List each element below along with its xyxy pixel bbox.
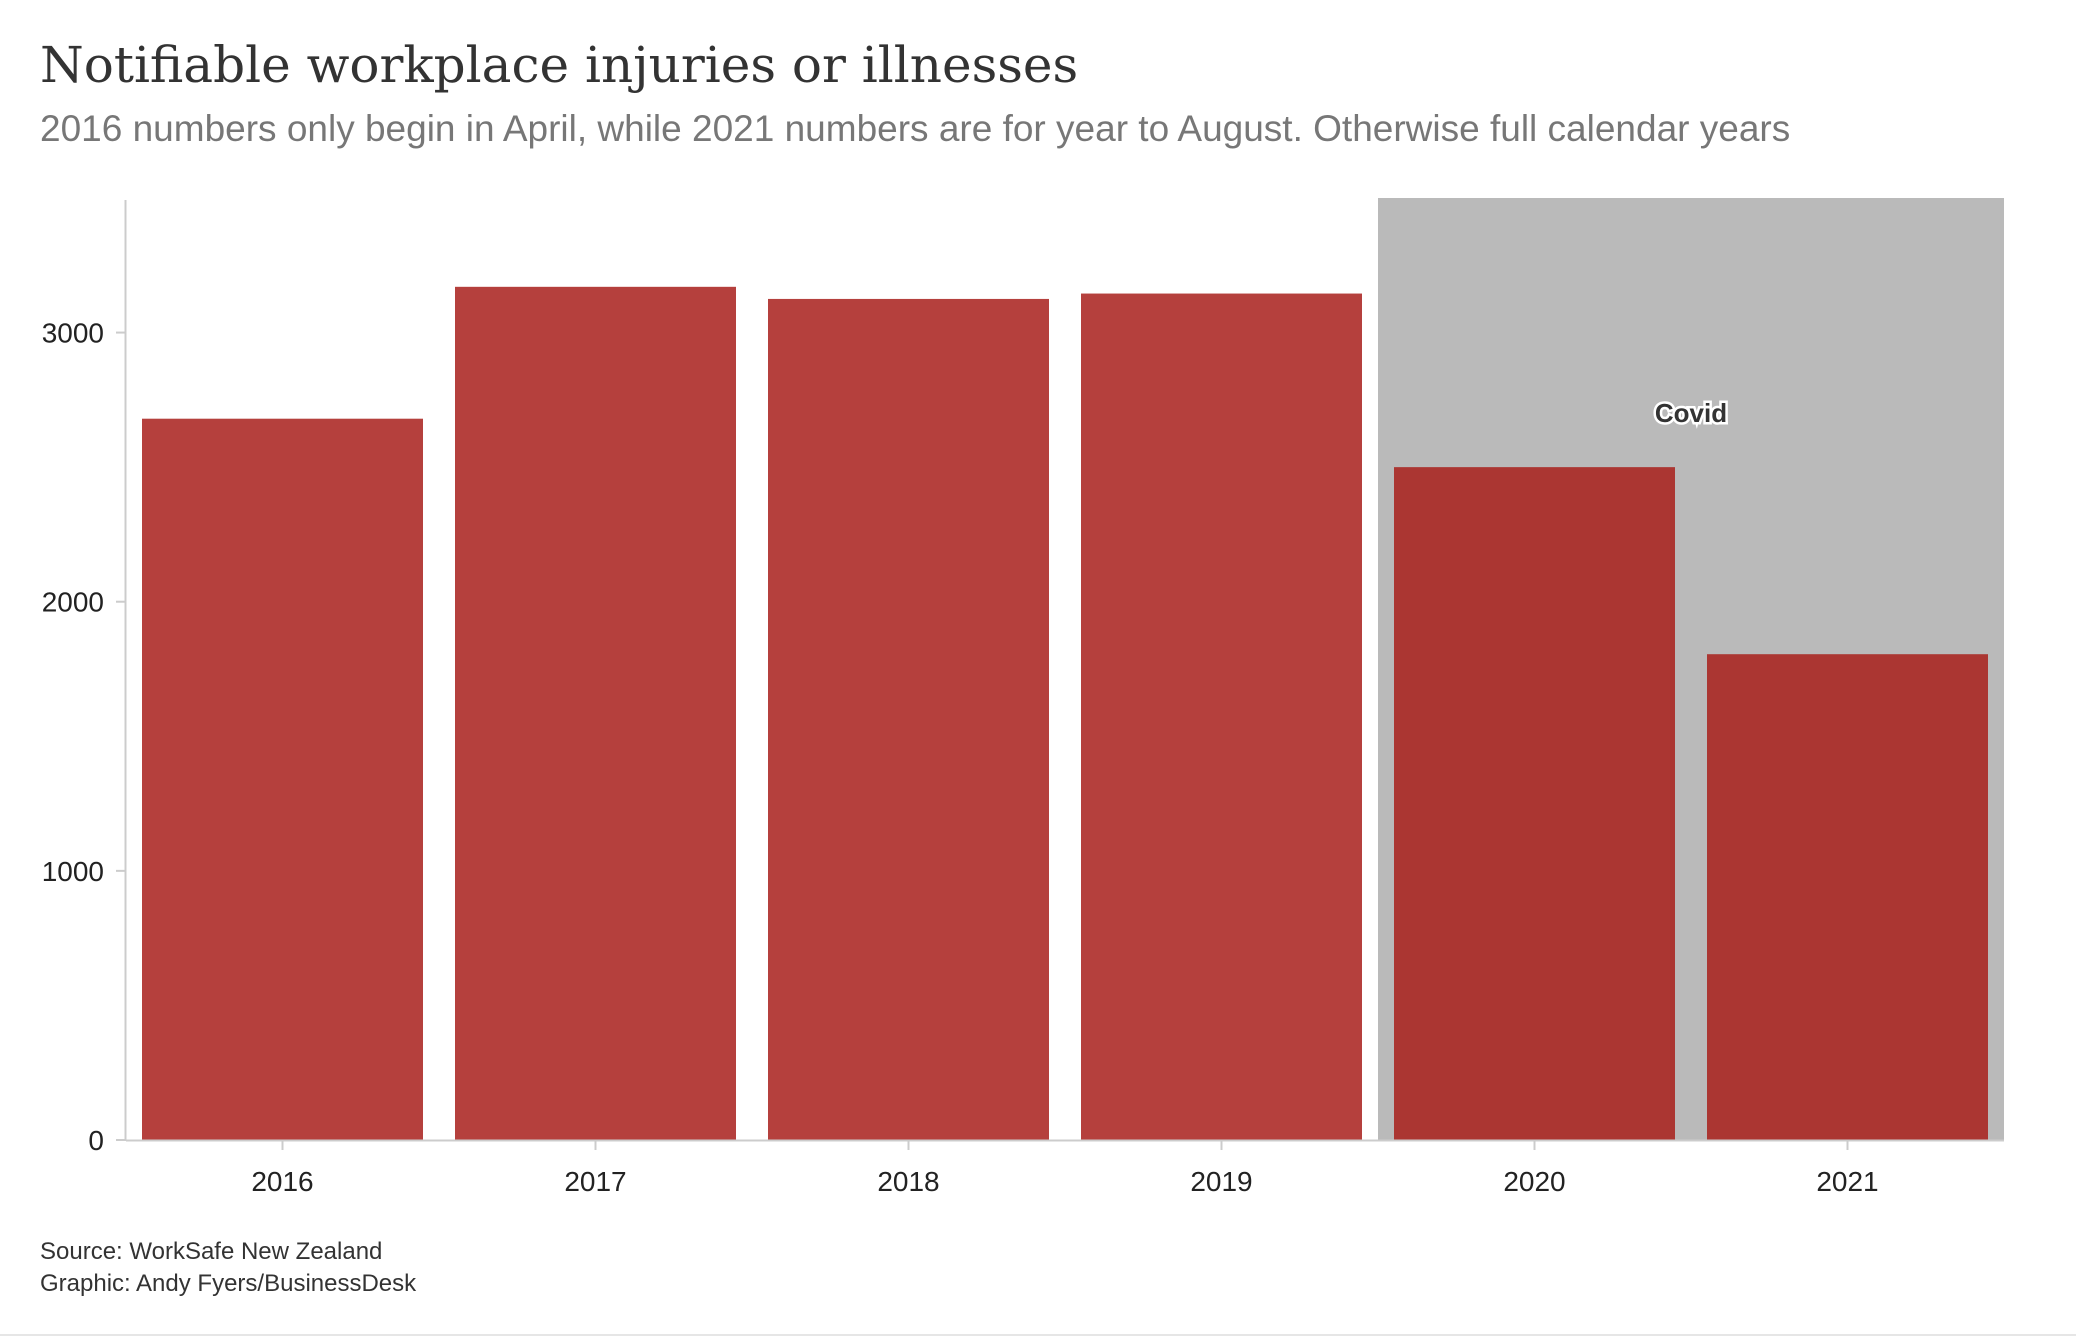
x-tick-label: 2018 <box>877 1166 939 1197</box>
bar-2020 <box>1394 467 1675 1141</box>
covid-annotation-label: Covid <box>1655 398 1727 428</box>
x-tick-label: 2016 <box>251 1166 313 1197</box>
bar-2016 <box>142 418 423 1140</box>
labels-layer: Covid 2016 2017 2018 2019 2020 2021 0 1000 2000 30… <box>42 318 1879 1197</box>
axes-layer <box>116 200 2004 1150</box>
bar-2019 <box>1081 293 1362 1140</box>
chart-footer: Source: WorkSafe New Zealand Graphic: An… <box>40 1236 416 1300</box>
bar-2021 <box>1707 654 1988 1140</box>
y-tick-label: 0 <box>88 1125 104 1156</box>
bar-2017 <box>455 286 736 1140</box>
bars-layer <box>142 286 1988 1141</box>
y-tick-label: 2000 <box>42 587 104 618</box>
credit-note: Graphic: Andy Fyers/BusinessDesk <box>40 1270 417 1297</box>
chart-title: Notifiable workplace injuries or illness… <box>40 36 1079 94</box>
x-tick-label: 2019 <box>1190 1166 1252 1197</box>
x-tick-label: 2021 <box>1816 1166 1878 1197</box>
y-tick-label: 1000 <box>42 856 104 887</box>
y-tick-label: 3000 <box>42 318 104 349</box>
chart-subtitle: 2016 numbers only begin in April, while … <box>40 108 1791 149</box>
bar-chart: Covid 2016 2017 2018 2019 2020 2021 0 1000 2000 30… <box>42 198 2004 1197</box>
source-note: Source: WorkSafe New Zealand <box>40 1238 383 1265</box>
bar-2018 <box>768 298 1049 1140</box>
x-tick-label: 2017 <box>564 1166 626 1197</box>
bottom-divider <box>0 1334 2076 1336</box>
x-tick-label: 2020 <box>1503 1166 1565 1197</box>
